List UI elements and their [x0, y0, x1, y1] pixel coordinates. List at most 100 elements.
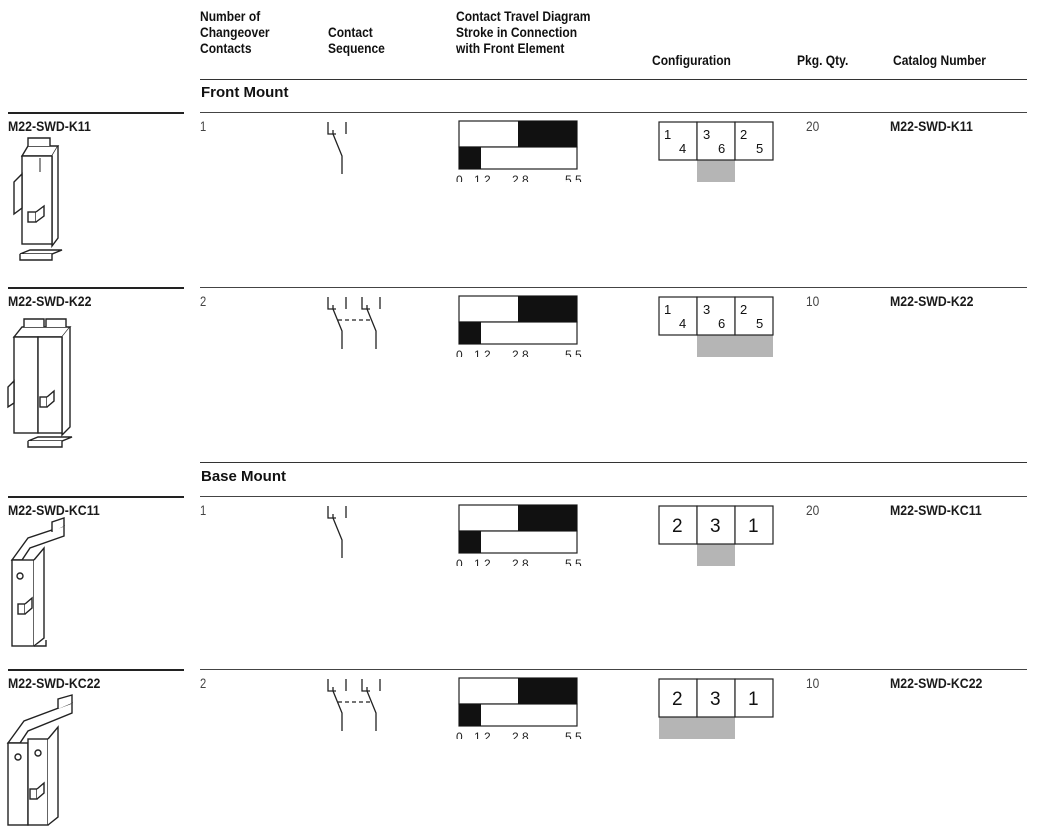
travel-tick-1: 1.2 — [474, 557, 491, 566]
travel-tick-1: 1.2 — [474, 173, 491, 182]
header-contact-sequence: Contact Sequence — [328, 24, 385, 56]
terminal-configuration: 1 4 3 6 2 5 — [658, 121, 774, 182]
config-cell-2-bottom: 6 — [718, 141, 725, 156]
row-rule — [200, 496, 1027, 497]
config-cell-3-top: 2 — [740, 127, 747, 142]
pkg-qty: 20 — [806, 502, 820, 518]
config-cell-2: 3 — [710, 516, 721, 537]
travel-tick-1: 1.2 — [474, 730, 491, 739]
config-cell-2-top: 3 — [703, 127, 710, 142]
config-cell-1: 2 — [672, 689, 683, 710]
contact-travel-diagram: 0 1.2 2.8 5.5 — [456, 504, 582, 566]
header-configuration-text: Configuration — [652, 52, 731, 68]
product-name: M22-SWD-K22 — [8, 293, 92, 309]
pkg-qty: 10 — [806, 675, 820, 691]
header-changeover-contacts: Number of Changeover Contacts — [200, 8, 270, 56]
travel-tick-2: 2.8 — [512, 348, 529, 357]
contact-travel-diagram: 0 1.2 2.8 5.5 — [456, 120, 582, 182]
config-cell-3-bottom: 5 — [756, 141, 763, 156]
header-sequence-line2: Sequence — [328, 40, 385, 56]
config-highlight — [697, 160, 735, 182]
config-highlight — [697, 335, 773, 357]
travel-tick-3: 5.5 — [565, 557, 582, 566]
changeover-contacts-count: 1 — [200, 118, 207, 134]
travel-tick-2: 2.8 — [512, 730, 529, 739]
changeover-contacts-count: 2 — [200, 675, 207, 691]
product-rule — [8, 112, 184, 114]
travel-tick-0: 0 — [456, 348, 463, 357]
pkg-qty: 10 — [806, 293, 820, 309]
config-highlight — [697, 544, 735, 566]
section-rule-base — [200, 462, 1027, 463]
table-row: M22-SWD-KC11 1 0 1.2 2.8 5.5 — [0, 496, 1042, 656]
contact-sequence-symbol — [327, 297, 381, 349]
travel-tick-1: 1.2 — [474, 348, 491, 357]
config-highlight — [659, 717, 735, 739]
config-cell-3: 1 — [748, 516, 759, 537]
travel-tick-0: 0 — [456, 173, 463, 182]
product-name: M22-SWD-KC22 — [8, 675, 101, 691]
row-rule — [200, 287, 1027, 288]
header-configuration: Configuration — [652, 52, 731, 68]
config-cell-1-top: 1 — [664, 127, 671, 142]
travel-tick-0: 0 — [456, 730, 463, 739]
travel-tick-3: 5.5 — [565, 348, 582, 357]
travel-tick-2: 2.8 — [512, 557, 529, 566]
row-rule — [200, 669, 1027, 670]
header-pkg-qty: Pkg. Qty. — [797, 52, 848, 68]
header-changeover-line2: Changeover — [200, 24, 270, 40]
front-mount-double-contact-block-image — [7, 318, 73, 448]
table-row: M22-SWD-KC22 2 — [0, 669, 1042, 828]
config-cell-1: 2 — [672, 516, 683, 537]
product-rule — [8, 287, 184, 289]
config-cell-3-bottom: 5 — [756, 316, 763, 331]
pkg-qty: 20 — [806, 118, 820, 134]
header-travel-line3: with Front Element — [456, 40, 565, 56]
config-cell-2: 3 — [710, 689, 721, 710]
config-cell-3: 1 — [748, 689, 759, 710]
travel-tick-2: 2.8 — [512, 173, 529, 182]
table-row: M22-SWD-K11 1 0 1.2 2.8 5.5 — [0, 112, 1042, 272]
table-row: M22-SWD-K22 2 — [0, 287, 1042, 457]
section-rule-front — [200, 79, 1027, 80]
contact-sequence-symbol — [327, 122, 347, 174]
terminal-configuration: 2 3 1 — [658, 678, 774, 739]
contact-travel-diagram: 0 1.2 2.8 5.5 — [456, 295, 582, 357]
header-sequence-line1: Contact — [328, 24, 373, 40]
travel-tick-3: 5.5 — [565, 730, 582, 739]
config-cell-1-bottom: 4 — [679, 141, 686, 156]
config-cell-1-top: 1 — [664, 302, 671, 317]
section-title-base-mount: Base Mount — [201, 468, 287, 485]
product-rule — [8, 496, 184, 498]
header-catalog-text: Catalog Number — [893, 52, 986, 68]
header-travel-line1: Contact Travel Diagram — [456, 8, 591, 24]
base-mount-double-contact-block-image — [6, 694, 73, 826]
header-changeover-line3: Contacts — [200, 40, 252, 56]
catalog-number: M22-SWD-K22 — [890, 293, 974, 309]
header-pkg-qty-text: Pkg. Qty. — [797, 52, 849, 68]
product-name: M22-SWD-KC11 — [8, 502, 100, 518]
config-cell-2-bottom: 6 — [718, 316, 725, 331]
catalog-number: M22-SWD-K11 — [890, 118, 973, 134]
catalog-number: M22-SWD-KC11 — [890, 502, 982, 518]
base-mount-single-contact-block-image — [10, 517, 65, 647]
config-cell-1-bottom: 4 — [679, 316, 686, 331]
contact-sequence-symbol — [327, 679, 381, 731]
front-mount-single-contact-block-image — [13, 137, 63, 261]
section-title-front-mount: Front Mount — [201, 84, 289, 101]
header-catalog-number: Catalog Number — [893, 52, 986, 68]
travel-tick-3: 5.5 — [565, 173, 582, 182]
row-rule — [200, 112, 1027, 113]
header-contact-travel: Contact Travel Diagram Stroke in Connect… — [456, 8, 590, 56]
header-travel-line2: Stroke in Connection — [456, 24, 578, 40]
catalog-number: M22-SWD-KC22 — [890, 675, 983, 691]
contact-sequence-symbol — [327, 506, 347, 558]
changeover-contacts-count: 2 — [200, 293, 207, 309]
changeover-contacts-count: 1 — [200, 502, 207, 518]
terminal-configuration: 2 3 1 — [658, 505, 774, 566]
config-cell-3-top: 2 — [740, 302, 747, 317]
product-rule — [8, 669, 184, 671]
travel-tick-0: 0 — [456, 557, 463, 566]
header-changeover-line1: Number of — [200, 8, 261, 24]
terminal-configuration: 1 4 3 6 2 5 — [658, 296, 774, 357]
